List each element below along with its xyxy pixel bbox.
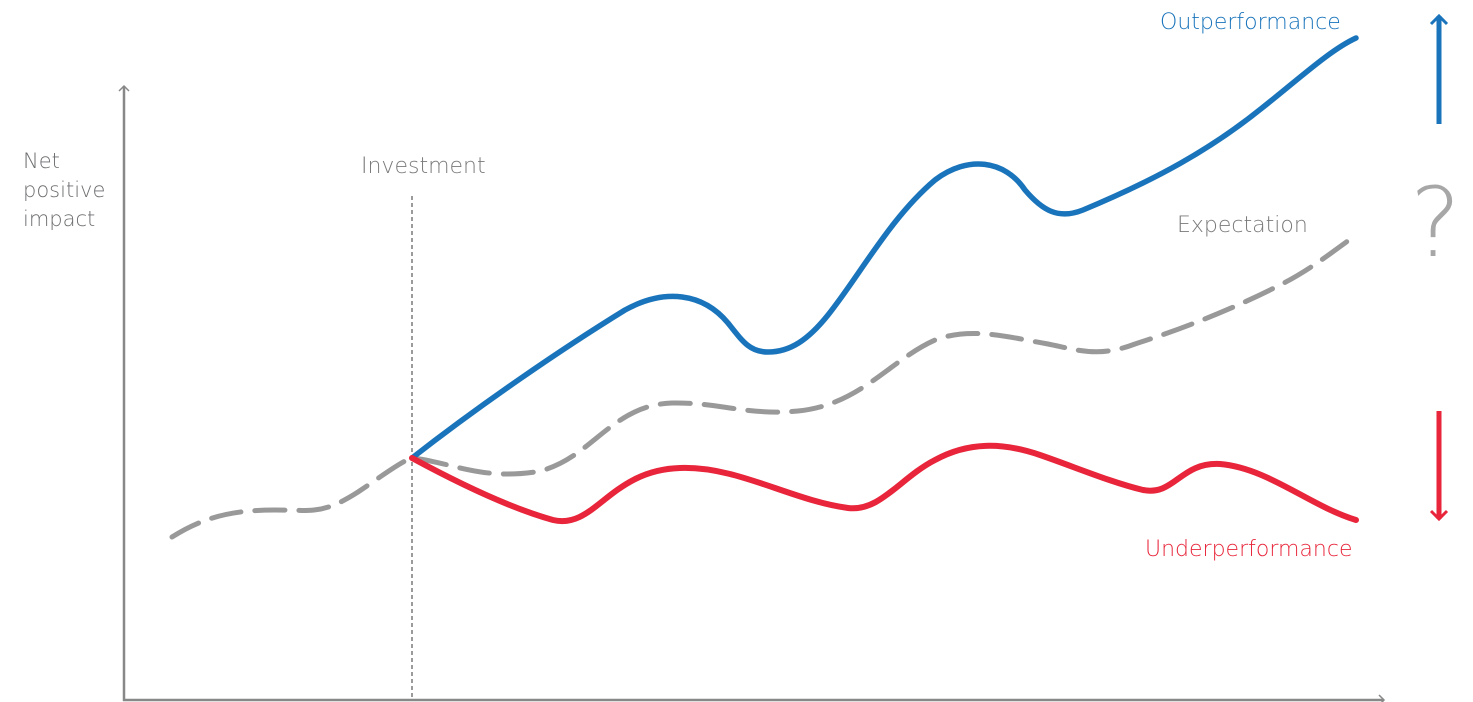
expectation-curve bbox=[169, 232, 1359, 540]
y-axis-label-line-2: positive bbox=[23, 178, 106, 202]
underperformance-label: Underperformance bbox=[1145, 537, 1353, 562]
question-mark-icon: ? bbox=[1410, 167, 1461, 279]
outperformance-curve bbox=[409, 35, 1359, 461]
y-axis-label-line-1: Net bbox=[23, 149, 60, 173]
investment-label: Investment bbox=[361, 154, 486, 179]
expectation-label: Expectation bbox=[1177, 213, 1308, 238]
outperformance-label: Outperformance bbox=[1160, 10, 1341, 35]
y-axis-label: Net positive impact bbox=[23, 147, 105, 234]
y-axis-label-line-3: impact bbox=[23, 207, 96, 231]
underperformance-curve bbox=[409, 442, 1359, 525]
